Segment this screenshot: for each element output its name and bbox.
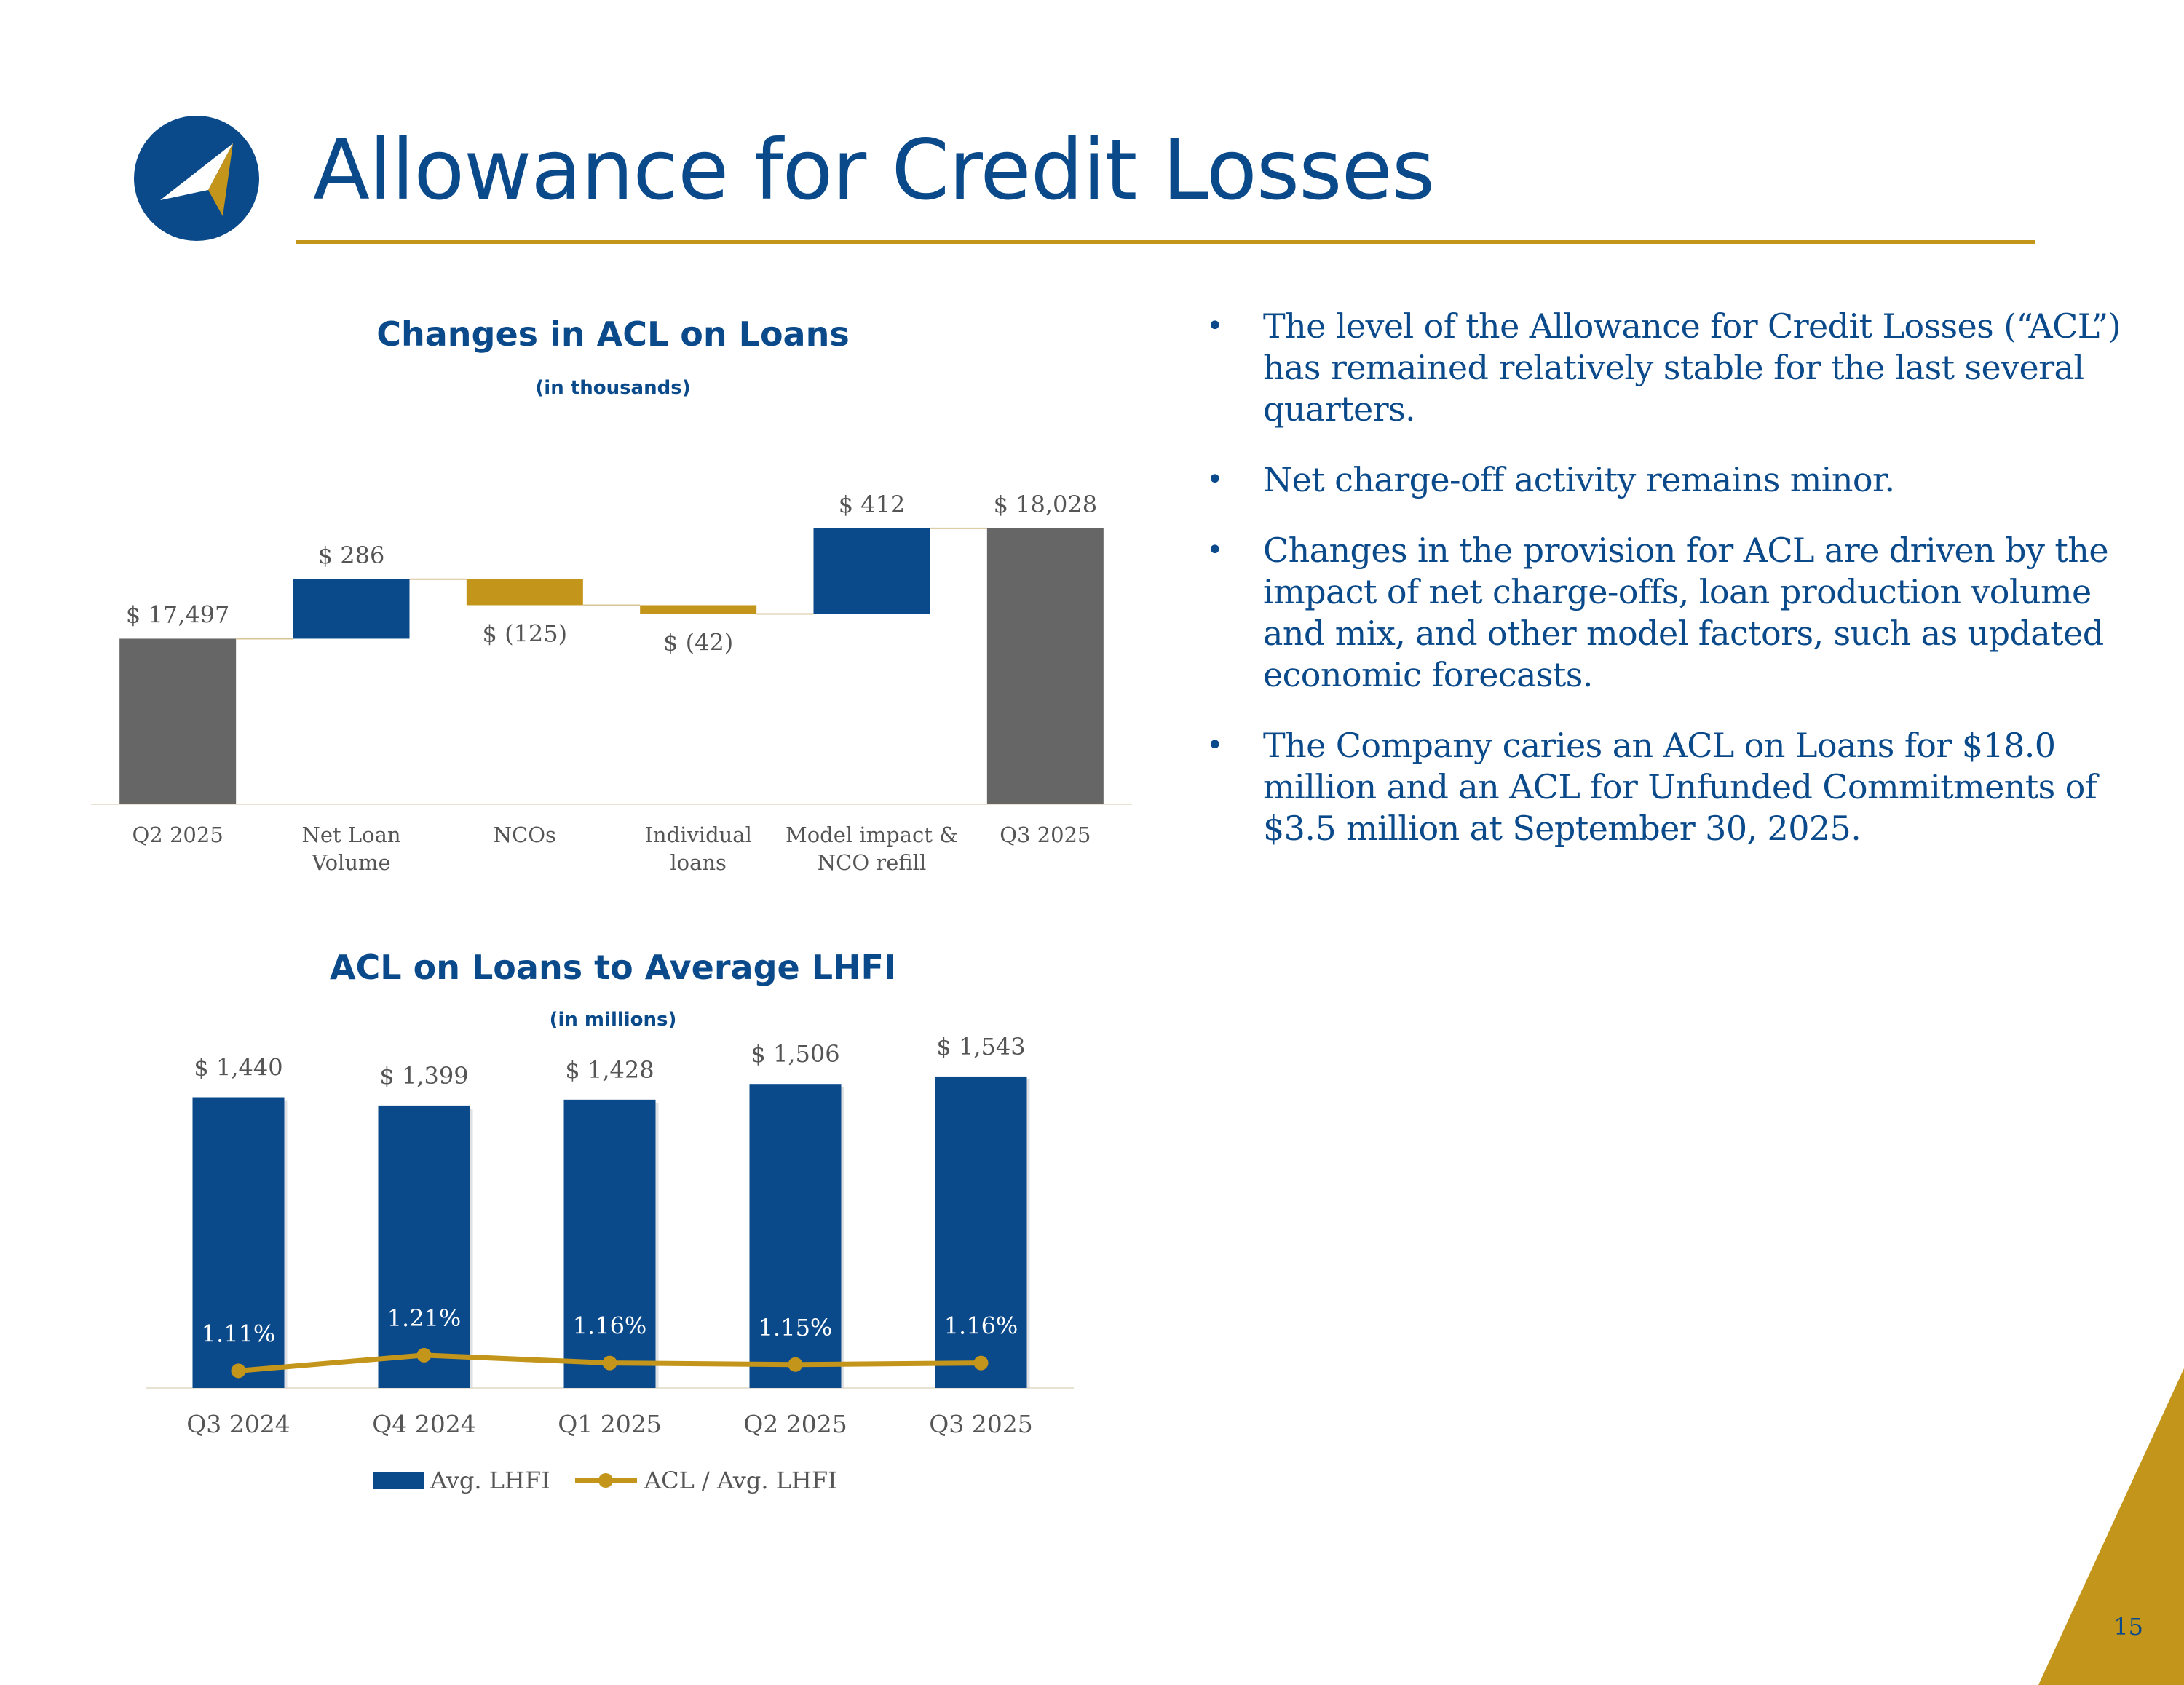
- bullet-list: • The level of the Allowance for Credit L…: [1205, 306, 2151, 879]
- waterfall-category-label: Model impact & NCO refill: [786, 822, 958, 875]
- lhfi-chart-subtitle: (in millions): [549, 1009, 677, 1031]
- waterfall-category-label: Q2 2025: [132, 822, 223, 847]
- bullet-text: The level of the Allowance for Credit Lo…: [1263, 306, 2121, 429]
- acl-ratio-label: 1.11%: [202, 1320, 276, 1347]
- waterfall-value-label: $ 17,497: [126, 600, 230, 628]
- bullet-text: Net charge-off activity remains minor.: [1263, 460, 1895, 499]
- bullet-dot: •: [1206, 534, 1224, 567]
- lhfi-category-label: Q2 2025: [743, 1410, 847, 1438]
- lhfi-bar-value-label: $ 1,543: [936, 1033, 1025, 1060]
- acl-ratio-point: [602, 1355, 617, 1371]
- waterfall-category-label: Individual loans: [644, 822, 751, 875]
- waterfall-bar: [813, 528, 930, 614]
- waterfall-category-label: NCOs: [494, 822, 556, 847]
- waterfall-value-label: $ 18,028: [994, 491, 1098, 518]
- lhfi-chart-title: ACL on Loans to Average LHFI: [329, 948, 897, 987]
- bullet-dot: •: [1206, 463, 1224, 496]
- waterfall-bar: [640, 605, 757, 614]
- lhfi-category-label: Q1 2025: [558, 1410, 662, 1438]
- lhfi-bar-value-label: $ 1,440: [194, 1054, 282, 1082]
- lhfi-bar-value-label: $ 1,428: [565, 1056, 654, 1084]
- bullet-item: • The Company caries an ACL on Loans for …: [1205, 725, 2151, 849]
- lhfi-bar-value-label: $ 1,399: [379, 1062, 468, 1090]
- legend-bar-swatch: [373, 1472, 424, 1489]
- waterfall-chart-title: Changes in ACL on Loans: [376, 314, 850, 354]
- bullet-item: • Changes in the provision for ACL are dr…: [1205, 530, 2151, 696]
- lhfi-bar: [378, 1105, 470, 1388]
- acl-ratio-label: 1.16%: [944, 1312, 1018, 1340]
- acl-ratio-label: 1.21%: [387, 1304, 462, 1332]
- company-logo: [134, 116, 259, 241]
- acl-ratio-point: [973, 1355, 989, 1371]
- lhfi-bar: [935, 1076, 1027, 1388]
- waterfall-value-label: $ (42): [663, 628, 733, 656]
- waterfall-bar: [119, 638, 237, 804]
- waterfall-category-label: Q3 2025: [1000, 822, 1091, 847]
- bullet-text: The Company caries an ACL on Loans for $…: [1263, 726, 2097, 848]
- acl-ratio-label: 1.16%: [573, 1312, 647, 1340]
- acl-ratio-label: 1.15%: [759, 1314, 833, 1341]
- lhfi-bar: [192, 1097, 285, 1388]
- legend-bar-label: Avg. LHFI: [430, 1467, 550, 1494]
- bullet-item: • Net charge-off activity remains minor.: [1205, 459, 2151, 501]
- legend-line-marker: [598, 1473, 613, 1488]
- waterfall-bar: [466, 579, 583, 606]
- waterfall-value-label: $ 412: [839, 491, 906, 518]
- page-number: 15: [2113, 1613, 2143, 1641]
- waterfall-bar: [293, 579, 410, 639]
- bullet-dot: •: [1206, 729, 1224, 762]
- lhfi-bar-value-label: $ 1,506: [751, 1040, 839, 1068]
- waterfall-bar: [986, 528, 1104, 804]
- waterfall-category-label: Net Loan Volume: [301, 822, 400, 875]
- acl-ratio-point: [231, 1363, 246, 1379]
- bullet-dot: •: [1206, 309, 1224, 343]
- bullet-item: • The level of the Allowance for Credit L…: [1205, 306, 2151, 430]
- waterfall-chart-subtitle: (in thousands): [535, 377, 691, 399]
- lhfi-bar: [749, 1084, 842, 1388]
- acl-ratio-point: [416, 1347, 432, 1363]
- legend-line-label: ACL / Avg. LHFI: [644, 1467, 837, 1494]
- acl-ratio-point: [788, 1357, 803, 1372]
- lhfi-category-label: Q3 2025: [929, 1410, 1033, 1438]
- lhfi-category-label: Q4 2024: [372, 1410, 476, 1438]
- lhfi-category-label: Q3 2024: [186, 1410, 290, 1438]
- corner-accent: [2038, 1368, 2184, 1685]
- lhfi-bar: [563, 1099, 656, 1388]
- title-divider: [296, 240, 2035, 244]
- waterfall-value-label: $ 286: [318, 542, 385, 569]
- waterfall-value-label: $ (125): [483, 619, 568, 647]
- bullet-text: Changes in the provision for ACL are dri…: [1263, 531, 2109, 694]
- page-title: Allowance for Credit Losses: [313, 122, 1435, 218]
